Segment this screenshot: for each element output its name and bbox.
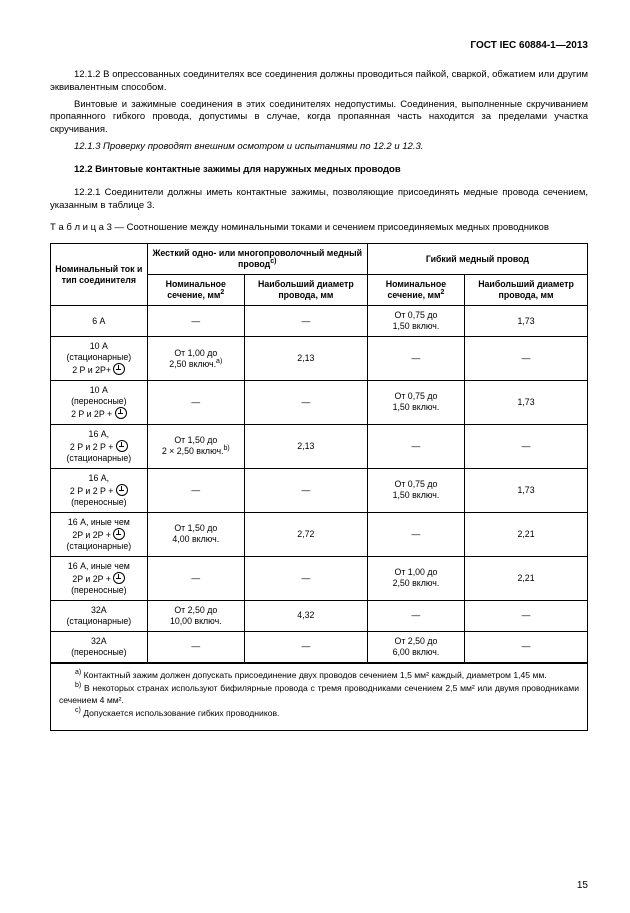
- th-max-dia-2: Наибольший диаметр провода, мм: [465, 275, 588, 306]
- page-number: 15: [577, 880, 588, 891]
- cell-type: 16 А,2 P и 2 P + (переносные): [51, 468, 148, 512]
- ground-icon: [113, 572, 125, 584]
- cell-dia-rigid: —: [244, 468, 367, 512]
- cell-dia-rigid: 4,32: [244, 600, 367, 631]
- cell-dia-flex: 1,73: [465, 306, 588, 337]
- cell-nom-sect-rigid: —: [147, 306, 244, 337]
- cell-type: 32А(переносные): [51, 631, 148, 662]
- cell-nom-sect-rigid: —: [147, 380, 244, 424]
- table-row: 16 А, иные чем2P и 2P + (стационарные)От…: [51, 512, 588, 556]
- cell-type: 6 А: [51, 306, 148, 337]
- cell-nom-sect-flex: От 0,75 до1,50 включ.: [367, 380, 464, 424]
- cell-nom-sect-rigid: —: [147, 468, 244, 512]
- cell-dia-rigid: 2,13: [244, 337, 367, 381]
- th-group-flex: Гибкий медный провод: [367, 244, 587, 275]
- table-caption: Т а б л и ц а 3 — Соотношение между номи…: [50, 222, 588, 235]
- th-max-dia-1: Наибольший диаметр провода, мм: [244, 275, 367, 306]
- para-12-1-2: 12.1.2 В опрессованных соединителях все …: [50, 69, 588, 95]
- cell-nom-sect-flex: От 0,75 до1,50 включ.: [367, 306, 464, 337]
- para-12-1-3: 12.1.3 Проверку проводят внешним осмотро…: [50, 141, 588, 154]
- cell-nom-sect-rigid: —: [147, 556, 244, 600]
- table-row: 32А(стационарные)От 2,50 до10,00 включ.4…: [51, 600, 588, 631]
- doc-standard-id: ГОСТ IEC 60884-1—2013: [50, 40, 588, 51]
- cell-nom-sect-flex: —: [367, 512, 464, 556]
- cell-dia-rigid: —: [244, 556, 367, 600]
- cell-nom-sect-flex: От 0,75 до1,50 включ.: [367, 468, 464, 512]
- cell-dia-flex: —: [465, 424, 588, 468]
- cell-dia-rigid: —: [244, 631, 367, 662]
- th-nom-sect-2: Номинальное сечение, мм2: [367, 275, 464, 306]
- cell-type: 10 А(переносные)2 P и 2P +: [51, 380, 148, 424]
- ground-icon: [113, 363, 125, 375]
- cell-nom-sect-rigid: От 1,50 до2 × 2,50 включ.b): [147, 424, 244, 468]
- cell-type: 16 А,2 P и 2 P + (стационарные): [51, 424, 148, 468]
- th-group-rigid: Жесткий одно- или многопроволочный медны…: [147, 244, 367, 275]
- table-row: 16 А,2 P и 2 P + (переносные)——От 0,75 д…: [51, 468, 588, 512]
- cell-type: 32А(стационарные): [51, 600, 148, 631]
- ground-icon: [116, 440, 128, 452]
- cell-dia-rigid: —: [244, 306, 367, 337]
- cell-nom-sect-flex: —: [367, 424, 464, 468]
- cell-nom-sect-rigid: От 1,50 до4,00 включ.: [147, 512, 244, 556]
- cell-nom-sect-rigid: От 2,50 до10,00 включ.: [147, 600, 244, 631]
- cell-type: 16 А, иные чем2P и 2P + (переносные): [51, 556, 148, 600]
- cell-dia-flex: —: [465, 631, 588, 662]
- cell-dia-flex: 2,21: [465, 556, 588, 600]
- th-nom-sect-1: Номинальное сечение, мм2: [147, 275, 244, 306]
- th-col1: Номинальный ток и тип соединителя: [51, 244, 148, 306]
- cell-dia-rigid: 2,72: [244, 512, 367, 556]
- cell-dia-rigid: —: [244, 380, 367, 424]
- cell-dia-flex: 2,21: [465, 512, 588, 556]
- cell-type: 16 А, иные чем2P и 2P + (стационарные): [51, 512, 148, 556]
- table-row: 10 А(стационарные)2 P и 2P+ От 1,00 до2,…: [51, 337, 588, 381]
- table-3: Номинальный ток и тип соединителя Жестки…: [50, 243, 588, 731]
- heading-12-2: 12.2 Винтовые контактные зажимы для нару…: [50, 164, 588, 177]
- cell-nom-sect-flex: От 2,50 до6,00 включ.: [367, 631, 464, 662]
- para-12-2-1: 12.2.1 Соединители должны иметь контактн…: [50, 187, 588, 213]
- table-footnotes: a) Контактный зажим должен допускать при…: [50, 663, 588, 731]
- cell-nom-sect-rigid: —: [147, 631, 244, 662]
- table-row: 6 А——От 0,75 до1,50 включ.1,73: [51, 306, 588, 337]
- cell-type: 10 А(стационарные)2 P и 2P+: [51, 337, 148, 381]
- cell-nom-sect-flex: —: [367, 337, 464, 381]
- table-row: 16 А, иные чем2P и 2P + (переносные)——От…: [51, 556, 588, 600]
- cell-nom-sect-rigid: От 1,00 до2,50 включ.a): [147, 337, 244, 381]
- ground-icon: [115, 407, 127, 419]
- table-row: 16 А,2 P и 2 P + (стационарные)От 1,50 д…: [51, 424, 588, 468]
- cell-dia-flex: —: [465, 337, 588, 381]
- cell-nom-sect-flex: —: [367, 600, 464, 631]
- cell-dia-rigid: 2,13: [244, 424, 367, 468]
- ground-icon: [113, 528, 125, 540]
- para-screw-note: Винтовые и зажимные соединения в этих со…: [50, 99, 588, 137]
- table-row: 32А(переносные)——От 2,50 до6,00 включ.—: [51, 631, 588, 662]
- cell-dia-flex: 1,73: [465, 468, 588, 512]
- cell-dia-flex: 1,73: [465, 380, 588, 424]
- table-row: 10 А(переносные)2 P и 2P + ——От 0,75 до1…: [51, 380, 588, 424]
- ground-icon: [116, 484, 128, 496]
- cell-nom-sect-flex: От 1,00 до2,50 включ.: [367, 556, 464, 600]
- cell-dia-flex: —: [465, 600, 588, 631]
